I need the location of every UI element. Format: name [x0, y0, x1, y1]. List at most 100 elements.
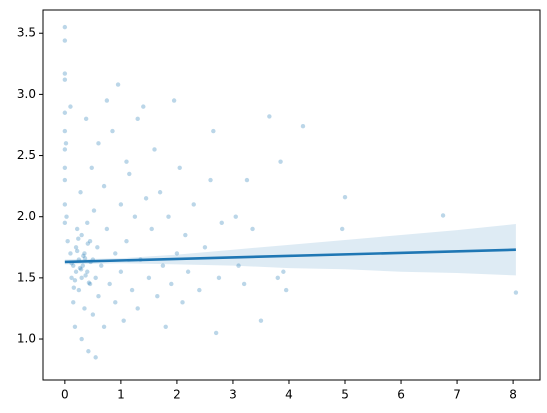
point: [219, 220, 224, 226]
point: [72, 278, 78, 283]
point: [160, 263, 166, 268]
point: [85, 241, 91, 246]
point: [124, 238, 129, 244]
y-tick-label: 2.0: [17, 209, 36, 223]
point: [78, 190, 83, 195]
point: [91, 208, 97, 213]
point: [72, 324, 78, 329]
point: [118, 269, 124, 274]
point: [62, 77, 68, 82]
point: [79, 232, 84, 238]
x-tick-label: 1: [117, 388, 125, 402]
point: [113, 300, 118, 305]
point: [177, 165, 182, 170]
point: [62, 38, 68, 43]
point: [166, 214, 171, 219]
point: [62, 71, 68, 76]
point: [183, 232, 188, 238]
point: [87, 238, 93, 244]
plot-frame: [42, 9, 541, 381]
point: [62, 165, 68, 170]
fit-line: [64, 248, 516, 264]
x-tick-label: 8: [509, 388, 517, 402]
point: [62, 24, 68, 30]
point: [68, 251, 73, 256]
point: [74, 226, 80, 232]
point: [63, 141, 69, 146]
point: [65, 238, 70, 244]
point: [275, 275, 280, 281]
x-tick-label: 3: [229, 388, 237, 402]
point: [73, 245, 79, 250]
point: [129, 287, 135, 293]
point: [340, 226, 345, 232]
point: [96, 141, 101, 146]
x-tick-label: 2: [173, 388, 181, 402]
point: [107, 281, 112, 287]
point: [115, 82, 121, 87]
point: [101, 324, 107, 329]
point: [71, 285, 77, 290]
point: [82, 251, 87, 256]
point: [163, 324, 168, 329]
point: [113, 251, 118, 256]
point: [208, 177, 213, 183]
point: [233, 214, 238, 219]
y-tick-label: 1.5: [17, 270, 36, 284]
point: [104, 226, 110, 232]
point: [89, 165, 94, 170]
point: [86, 349, 91, 354]
point: [104, 98, 110, 103]
point: [78, 267, 84, 272]
point: [213, 330, 219, 336]
point: [99, 263, 104, 268]
point: [143, 196, 149, 201]
point: [74, 248, 80, 254]
point: [141, 104, 146, 109]
point: [93, 355, 98, 360]
point: [87, 281, 93, 287]
point: [216, 275, 222, 281]
point: [93, 275, 98, 281]
point: [152, 147, 157, 152]
point: [157, 190, 163, 195]
point: [62, 128, 68, 134]
point: [71, 263, 76, 268]
point: [76, 236, 81, 241]
point: [146, 275, 152, 281]
point: [64, 214, 69, 219]
x-tick-label: 4: [285, 388, 293, 402]
point: [110, 128, 115, 134]
point: [86, 280, 92, 285]
point: [281, 269, 286, 274]
point: [283, 287, 289, 293]
point: [62, 110, 68, 115]
x-tick-label: 7: [453, 388, 461, 402]
point: [69, 275, 74, 281]
point: [82, 256, 88, 261]
point: [180, 300, 185, 305]
point: [135, 306, 140, 311]
point: [258, 318, 264, 323]
point: [267, 114, 272, 119]
point: [71, 300, 76, 305]
y-tick-label: 1.0: [17, 332, 36, 346]
point: [135, 116, 140, 122]
point: [62, 220, 68, 226]
point: [90, 312, 96, 317]
point: [118, 202, 124, 207]
point: [300, 123, 306, 129]
point: [83, 116, 89, 122]
point: [79, 275, 84, 281]
point: [191, 202, 196, 207]
point: [73, 269, 79, 274]
point: [278, 159, 283, 164]
x-tick-label: 6: [397, 388, 405, 402]
point: [85, 269, 90, 274]
point: [85, 220, 90, 226]
point: [82, 306, 87, 311]
point: [211, 128, 216, 134]
point: [342, 194, 348, 200]
point: [241, 281, 247, 287]
point: [76, 287, 82, 293]
